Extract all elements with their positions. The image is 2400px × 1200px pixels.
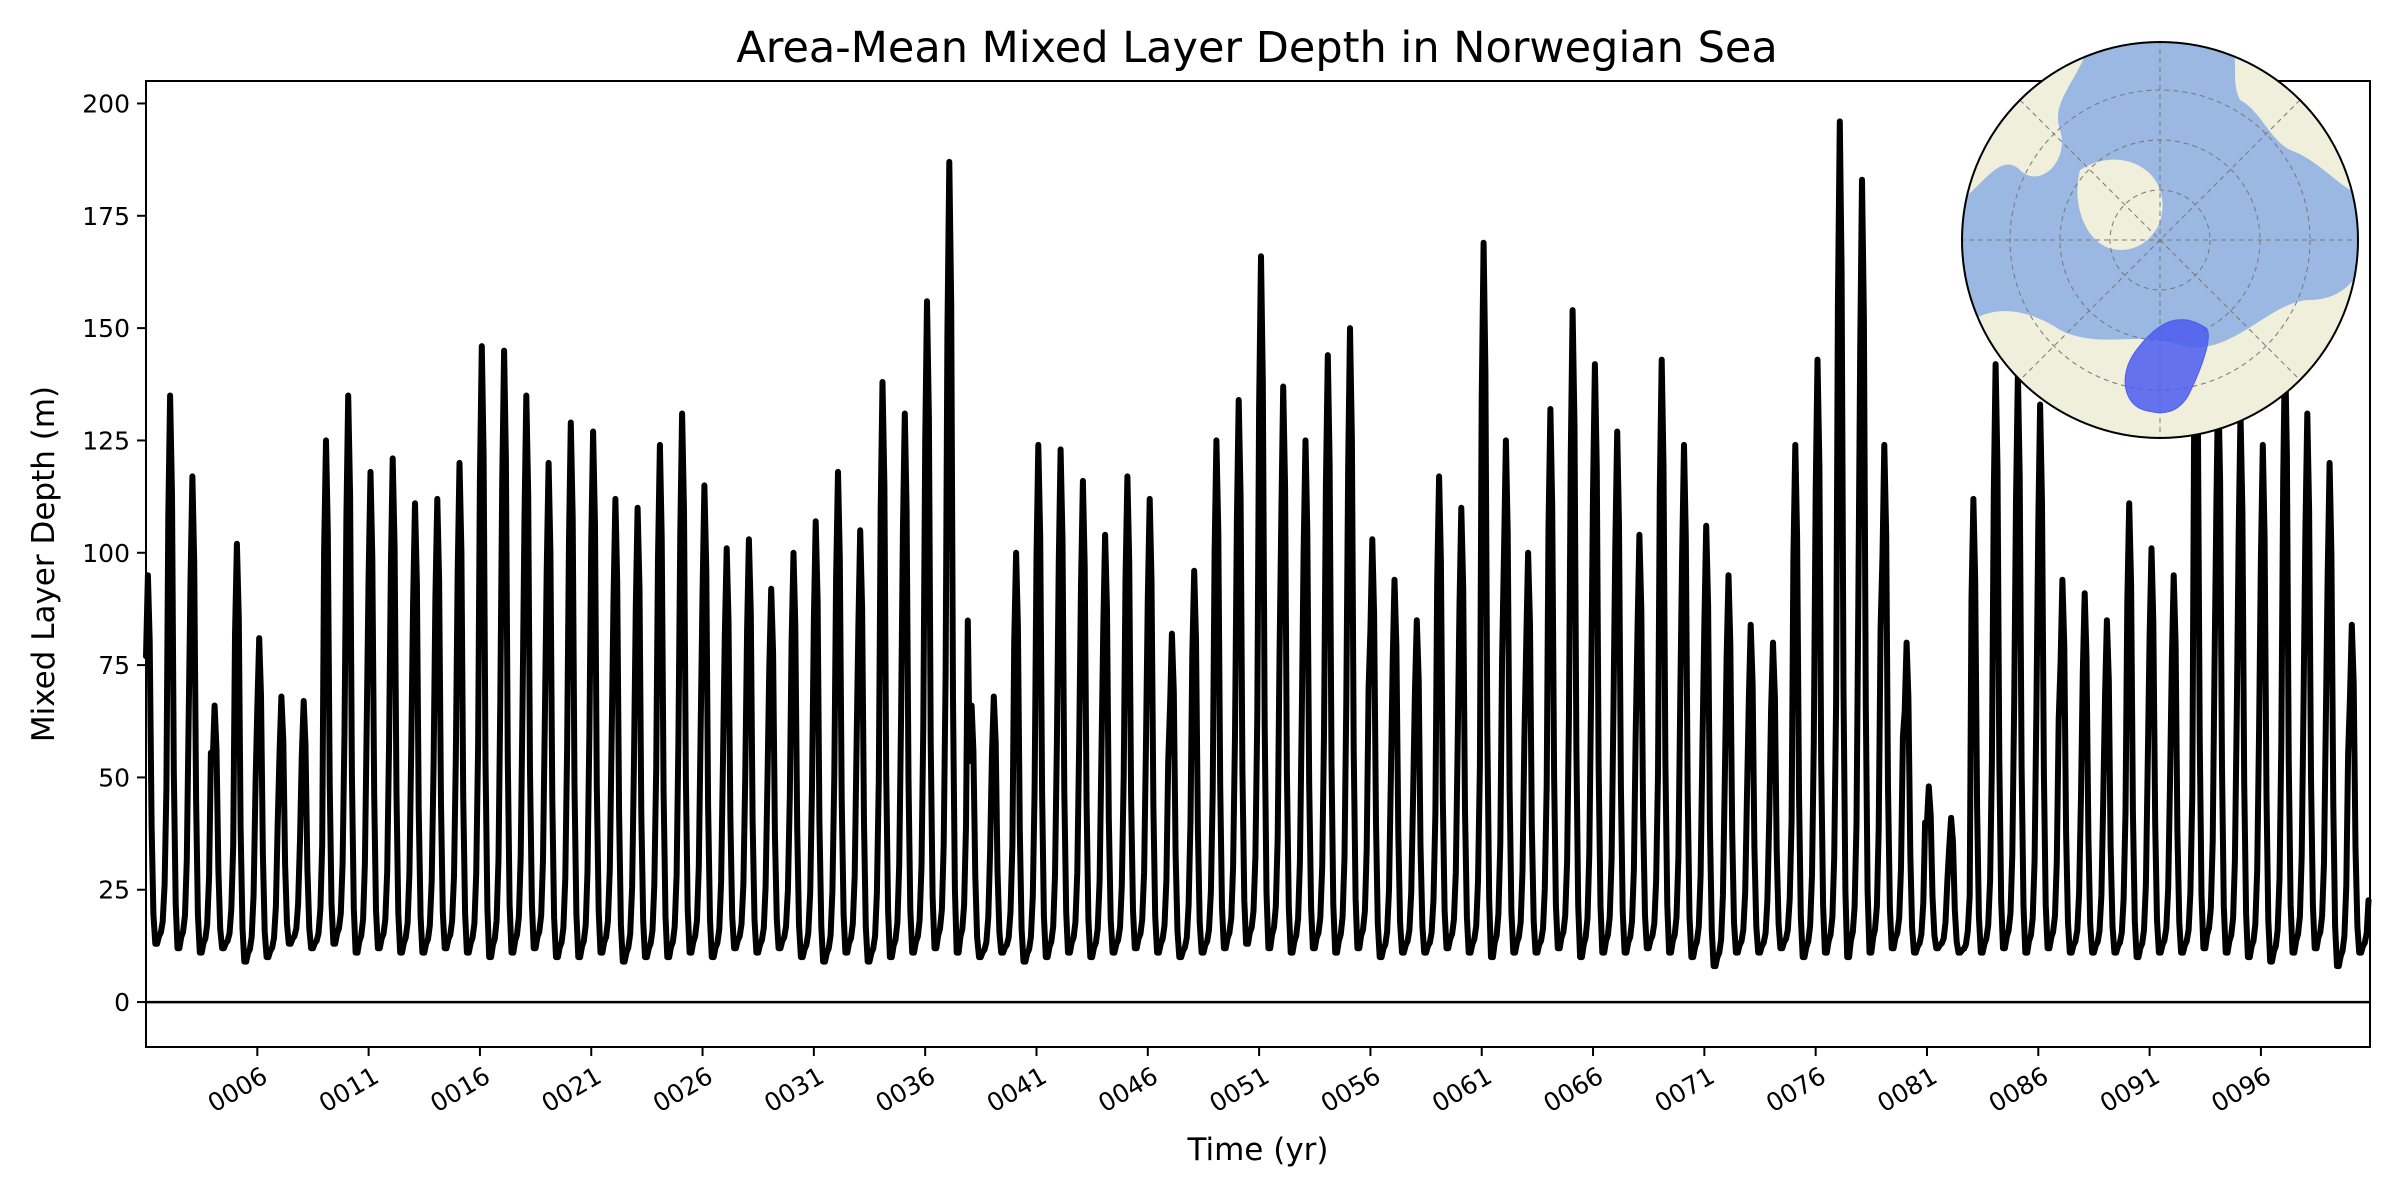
y-tick-label: 50 xyxy=(98,763,130,792)
x-tick-label: 0091 xyxy=(2095,1061,2165,1118)
map-land-greenland xyxy=(2077,159,2163,250)
x-tick-label: 0026 xyxy=(648,1061,718,1118)
x-tick-label: 0031 xyxy=(759,1061,829,1118)
series-line-mixed-layer-depth xyxy=(143,118,2372,970)
x-tick-label: 0016 xyxy=(425,1061,495,1118)
map-graticule xyxy=(1962,42,2358,438)
y-tick-label: 175 xyxy=(82,202,130,231)
y-tick-label: 100 xyxy=(82,539,130,568)
x-tick-label: 0046 xyxy=(1093,1061,1163,1118)
x-tick-label: 0086 xyxy=(1984,1061,2054,1118)
x-tick-label: 0056 xyxy=(1316,1061,1386,1118)
map-border xyxy=(1961,41,2359,439)
x-tick-label: 0011 xyxy=(314,1061,384,1118)
y-tick-label: 75 xyxy=(98,651,130,680)
y-tick-label: 0 xyxy=(114,988,130,1017)
y-tick-label: 25 xyxy=(98,876,130,905)
x-tick-label: 0041 xyxy=(982,1061,1052,1118)
x-tick-label: 0036 xyxy=(871,1061,941,1118)
x-tick-label: 0081 xyxy=(1872,1061,1942,1118)
x-tick-label: 0076 xyxy=(1761,1061,1831,1118)
x-tick-label: 0051 xyxy=(1205,1061,1275,1118)
inset-map xyxy=(1961,41,2359,439)
map-region-norwegian-sea xyxy=(2124,319,2209,414)
chart-title: Area-Mean Mixed Layer Depth in Norwegian… xyxy=(736,23,1777,73)
x-axis: 0006 0011 0016 0021 0026 0031 0036 0041 0046 0051… xyxy=(203,1047,2276,1118)
x-tick-label: 0006 xyxy=(203,1061,273,1118)
y-axis: 0 25 50 75 100 125 150 175 200 xyxy=(82,89,146,1017)
x-tick-label: 0066 xyxy=(1538,1061,1608,1118)
x-tick-label: 0096 xyxy=(2206,1061,2276,1118)
x-tick-label: 0061 xyxy=(1427,1061,1497,1118)
x-axis-label: Time (yr) xyxy=(1187,1132,1329,1168)
y-tick-label: 150 xyxy=(82,314,130,343)
plot-area xyxy=(143,80,2372,1048)
y-tick-label: 125 xyxy=(82,426,130,455)
plot-frame xyxy=(145,80,2371,1048)
y-axis-label: Mixed Layer Depth (m) xyxy=(26,386,62,742)
x-tick-label: 0021 xyxy=(537,1061,607,1118)
y-tick-label: 200 xyxy=(82,89,130,118)
x-tick-label: 0071 xyxy=(1650,1061,1720,1118)
